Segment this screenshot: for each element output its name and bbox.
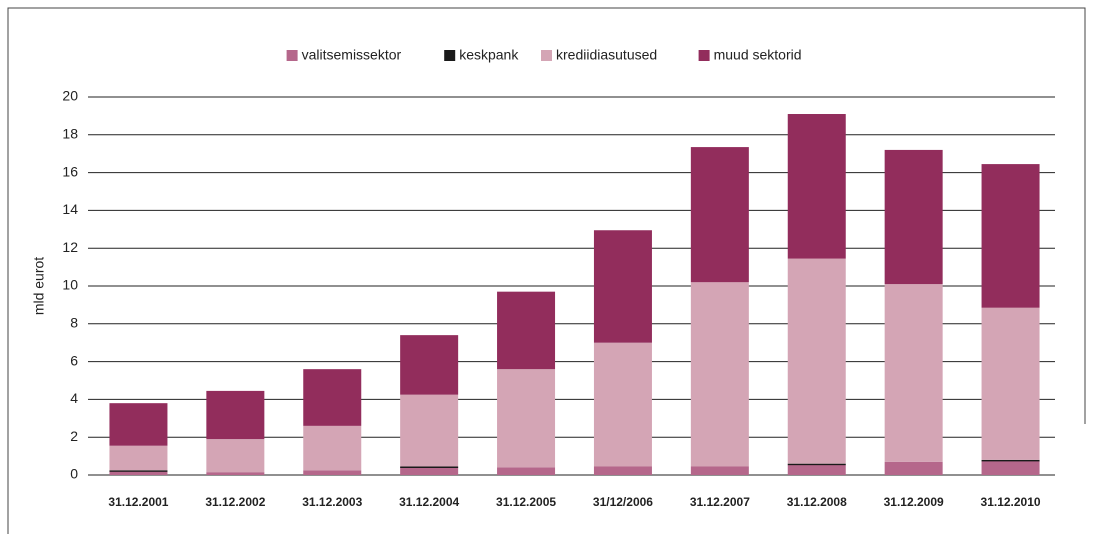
bar-segment — [690, 466, 749, 475]
bar-segment — [109, 471, 168, 475]
y-tick-label: 0 — [70, 466, 78, 482]
bar-segment — [690, 147, 749, 283]
y-tick-label: 4 — [70, 390, 78, 406]
bar-segment — [497, 291, 556, 370]
y-tick-label: 8 — [70, 315, 78, 331]
x-tick-label: 31.12.2002 — [205, 495, 265, 509]
x-tick-label: 31.12.2007 — [690, 495, 750, 509]
bar-segment — [981, 307, 1040, 460]
legend-label: muud sektorid — [714, 47, 802, 63]
y-tick-label: 12 — [62, 239, 78, 255]
bar-segment — [109, 403, 168, 446]
x-tick-label: 31.12.2003 — [302, 495, 362, 509]
bar-segment — [400, 394, 459, 467]
legend-swatch — [698, 50, 710, 61]
bar-segment — [593, 342, 652, 467]
legend-label: valitsemissektor — [302, 47, 402, 63]
bar-segment — [884, 461, 943, 475]
legend-swatch — [541, 50, 552, 61]
x-tick-label: 31.12.2004 — [399, 495, 459, 509]
bar-segment — [109, 470, 168, 472]
bar-segment — [787, 463, 846, 466]
bar-segment — [497, 467, 556, 475]
y-axis-label: mld eurot — [31, 257, 47, 315]
y-tick-label: 10 — [62, 277, 78, 293]
bar-segment — [206, 472, 265, 475]
legend-label: krediidiasutused — [556, 47, 657, 63]
bar-segment — [593, 230, 652, 343]
x-tick-label: 31.12.2008 — [787, 495, 847, 509]
x-tick-label: 31.12.2009 — [884, 495, 944, 509]
bar-segment — [593, 466, 652, 475]
y-tick-label: 20 — [62, 88, 78, 104]
legend-swatch — [286, 50, 298, 61]
x-tick-label: 31.12.2001 — [108, 495, 168, 509]
bar-segment — [981, 459, 1040, 462]
frame — [7, 7, 1086, 534]
bar-segment — [787, 464, 846, 475]
legend-swatch — [444, 50, 456, 61]
bar-segment — [787, 114, 846, 259]
bar-segment — [303, 425, 362, 471]
bar-segment — [497, 369, 556, 468]
bar-segment — [981, 460, 1040, 475]
x-tick-label: 31.12.2010 — [981, 495, 1041, 509]
bar-segment — [400, 467, 459, 475]
x-tick-label: 31.12.2005 — [496, 495, 556, 509]
bar-segment — [884, 149, 943, 285]
bar-segment — [400, 466, 459, 468]
y-tick-label: 16 — [62, 163, 78, 179]
x-tick-label: 31/12/2006 — [593, 495, 653, 509]
bar-segment — [206, 439, 265, 473]
bar-segment — [206, 390, 265, 440]
y-tick-label: 18 — [62, 126, 78, 142]
bar-segment — [884, 284, 943, 462]
bar-segment — [109, 445, 168, 471]
bar-segment — [400, 335, 459, 395]
bar-segment — [981, 164, 1040, 308]
legend-label: keskpank — [459, 47, 519, 63]
bar-segment — [690, 282, 749, 467]
bar-segment — [303, 470, 362, 475]
y-tick-label: 6 — [70, 352, 78, 368]
y-tick-label: 2 — [70, 428, 78, 444]
y-tick-label: 14 — [62, 201, 78, 217]
bar-segment — [787, 258, 846, 464]
bar-segment — [303, 369, 362, 426]
